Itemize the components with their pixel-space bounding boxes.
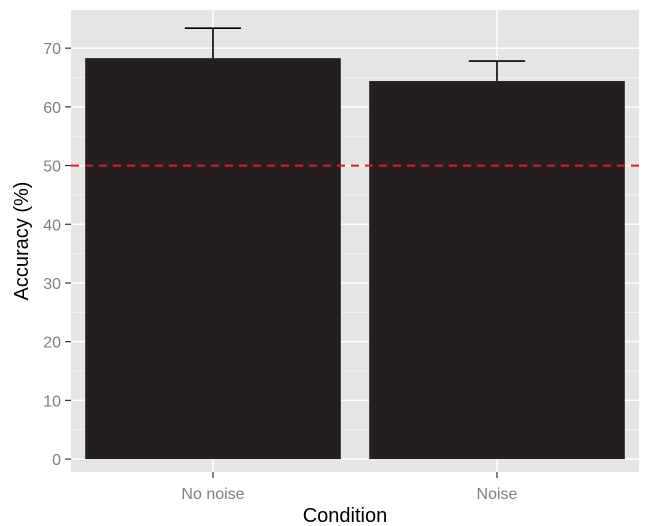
y-tick-label: 0 (52, 452, 61, 469)
x-axis-title: Condition (303, 505, 388, 526)
y-axis-title: Accuracy (%) (11, 182, 33, 301)
y-tick-label: 20 (43, 335, 61, 352)
y-tick-label: 40 (43, 217, 61, 234)
bar-no-noise (85, 58, 341, 460)
y-tick-label: 30 (43, 276, 61, 293)
error-bars (184, 27, 526, 82)
y-tick-label: 10 (43, 393, 61, 410)
bar-noise (369, 81, 625, 460)
x-tick-label: Noise (477, 486, 518, 503)
y-tick-label: 60 (43, 100, 61, 117)
x-axis-ticks: No noise Noise (181, 472, 518, 503)
bars (85, 58, 625, 460)
y-tick-label: 70 (43, 41, 61, 58)
y-axis-ticks: 0 10 20 30 40 50 60 70 (43, 41, 71, 469)
x-tick-label: No noise (181, 486, 244, 503)
y-tick-label: 50 (43, 159, 61, 176)
